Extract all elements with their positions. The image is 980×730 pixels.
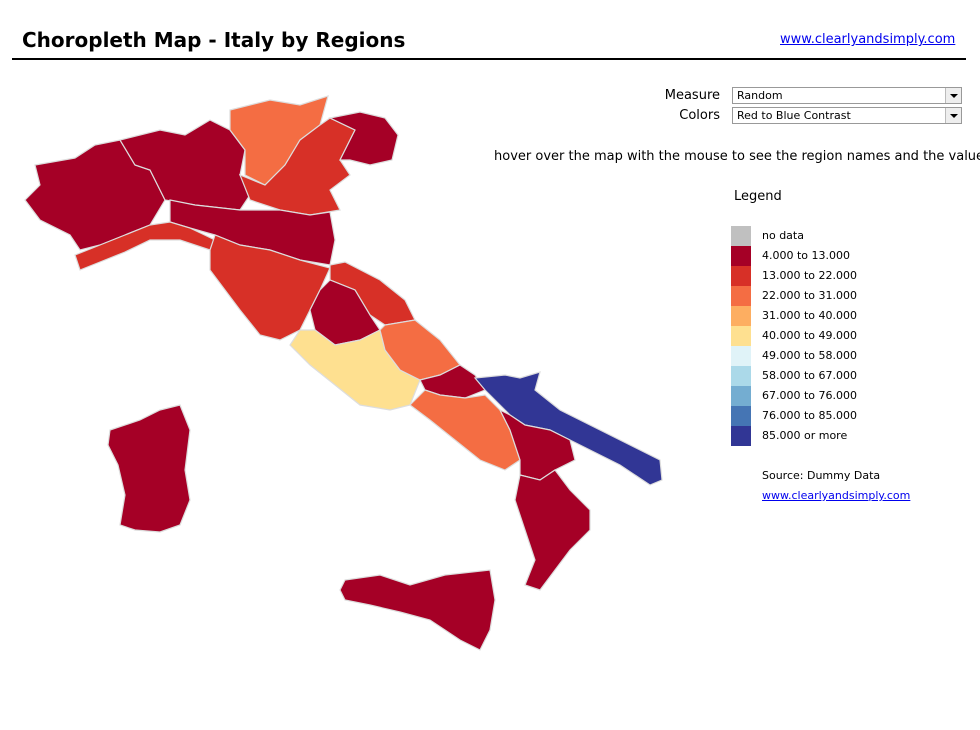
legend-swatch	[731, 406, 751, 426]
hint: hover over the map with the mouse to see…	[494, 149, 980, 164]
footer-link[interactable]: www.clearlyandsimply.com	[762, 489, 911, 502]
legend-swatch	[731, 346, 751, 366]
legend-label: 31.000 to 40.000	[762, 309, 858, 322]
legend-swatch	[731, 426, 751, 446]
legend-swatch	[731, 246, 751, 266]
legend-swatch	[731, 326, 751, 346]
region[interactable]	[328, 111, 399, 166]
colors-dropdown[interactable]: Red to Blue Contrast	[732, 107, 962, 124]
region[interactable]	[339, 569, 496, 651]
title-rule	[12, 58, 966, 60]
legend-label: no data	[762, 229, 804, 242]
legend-label: 22.000 to 31.000	[762, 289, 858, 302]
region[interactable]	[107, 404, 191, 533]
legend-swatch	[731, 226, 751, 246]
legend-label: 58.000 to 67.000	[762, 369, 858, 382]
legend-swatch	[731, 286, 751, 306]
legend-label: 4.000 to 13.000	[762, 249, 851, 262]
region[interactable]	[498, 408, 576, 481]
colors-value: Red to Blue Contrast	[737, 109, 851, 122]
legend-label: 76.000 to 85.000	[762, 409, 858, 422]
source: Source: Dummy Data	[762, 469, 881, 482]
legend-label: 49.000 to 58.000	[762, 349, 858, 362]
header-link[interactable]: www.clearlyandsimply.com	[780, 32, 956, 47]
legend-title: Legend	[734, 189, 782, 204]
legend-swatch	[731, 366, 751, 386]
measure-dropdown[interactable]: Random	[732, 87, 962, 104]
map	[24, 95, 663, 651]
dropdown-arrow[interactable]	[945, 108, 961, 123]
dropdown-arrow[interactable]	[945, 88, 961, 103]
title: Choropleth Map - Italy by Regions	[22, 28, 406, 52]
legend-label: 13.000 to 22.000	[762, 269, 858, 282]
colors-label: Colors	[679, 108, 720, 123]
legend-swatch	[731, 386, 751, 406]
legend-swatch	[731, 306, 751, 326]
measure-value: Random	[737, 89, 783, 102]
legend-swatch	[731, 266, 751, 286]
legend-label: 40.000 to 49.000	[762, 329, 858, 342]
legend-label: 85.000 or more	[762, 429, 848, 442]
measure-label: Measure	[664, 88, 720, 103]
region[interactable]	[514, 469, 591, 591]
legend-label: 67.000 to 76.000	[762, 389, 858, 402]
